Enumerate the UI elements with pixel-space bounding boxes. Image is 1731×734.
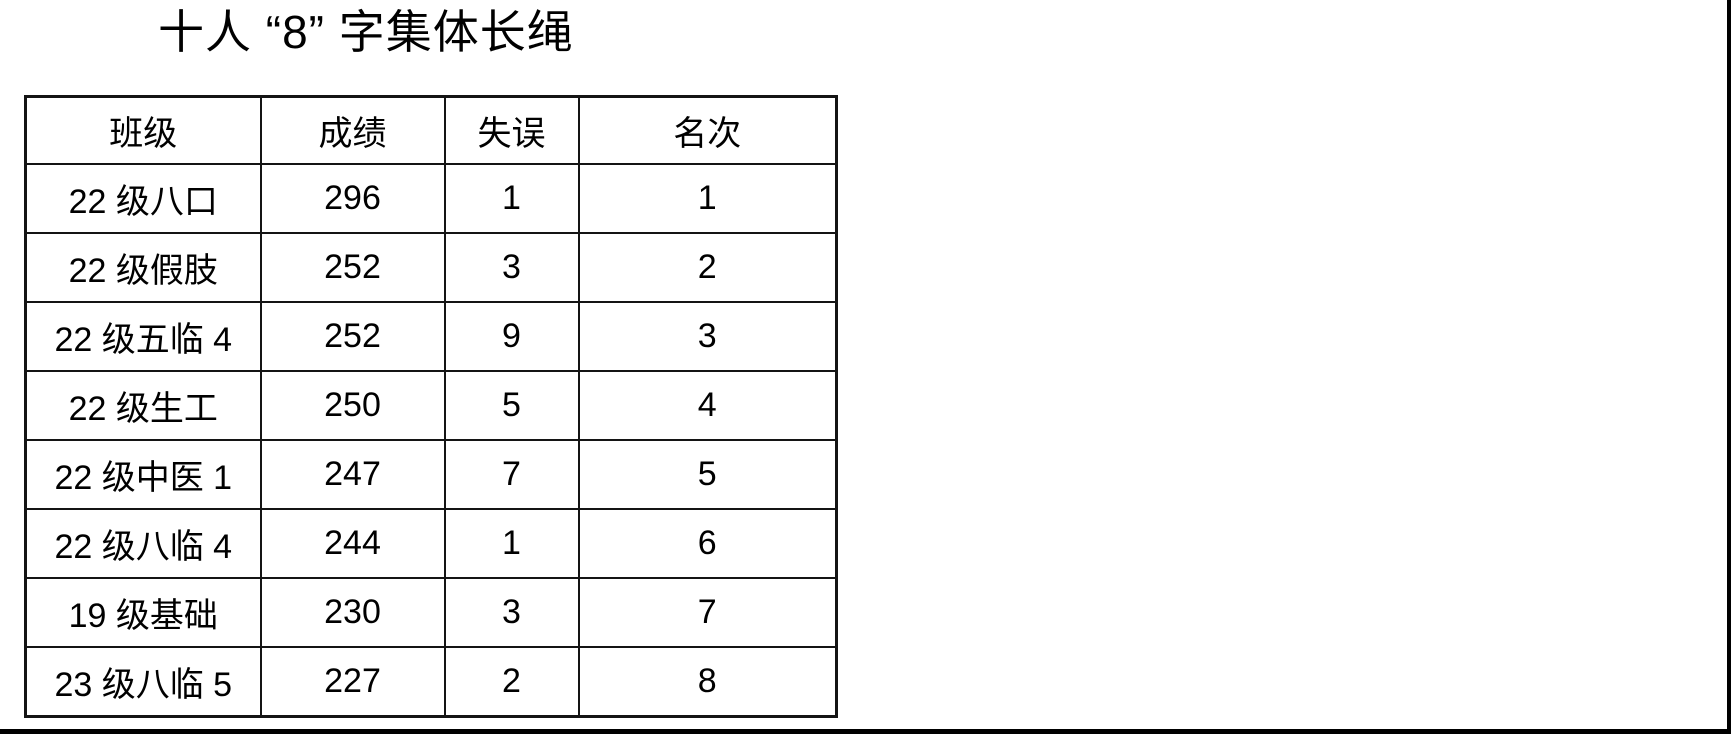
column-header-errors: 失误	[443, 95, 580, 165]
cell-errors: 5	[443, 370, 580, 441]
table-row: 23 级八临 5 227 2 8	[24, 646, 838, 718]
cell-score: 250	[259, 370, 446, 441]
cell-score: 244	[259, 508, 446, 579]
table-header-row: 班级 成绩 失误 名次	[24, 95, 838, 165]
cell-rank: 6	[577, 508, 838, 579]
cell-rank: 5	[577, 439, 838, 510]
cell-errors: 1	[443, 163, 580, 234]
cell-score: 227	[259, 646, 446, 718]
column-header-rank: 名次	[577, 95, 838, 165]
cell-class: 19 级基础	[24, 577, 262, 648]
cell-errors: 7	[443, 439, 580, 510]
cell-rank: 8	[577, 646, 838, 718]
cell-class: 22 级八口	[24, 163, 262, 234]
cell-class: 22 级假肢	[24, 232, 262, 303]
table-row: 22 级五临 4 252 9 3	[24, 301, 838, 372]
page-title: 十人 “8” 字集体长绳	[158, 6, 574, 58]
cell-class: 22 级中医 1	[24, 439, 262, 510]
cell-class: 22 级生工	[24, 370, 262, 441]
table-row: 22 级假肢 252 3 2	[24, 232, 838, 303]
cell-errors: 2	[443, 646, 580, 718]
column-header-score: 成绩	[259, 95, 446, 165]
results-table: 班级 成绩 失误 名次 22 级八口 296 1 1 22 级假肢 252 3 …	[24, 95, 838, 718]
cell-rank: 4	[577, 370, 838, 441]
cell-score: 252	[259, 301, 446, 372]
cell-rank: 2	[577, 232, 838, 303]
cell-class: 22 级八临 4	[24, 508, 262, 579]
cell-errors: 9	[443, 301, 580, 372]
cell-score: 247	[259, 439, 446, 510]
cell-rank: 3	[577, 301, 838, 372]
cell-score: 252	[259, 232, 446, 303]
cell-score: 296	[259, 163, 446, 234]
cell-class: 22 级五临 4	[24, 301, 262, 372]
table-row: 22 级生工 250 5 4	[24, 370, 838, 441]
cell-rank: 7	[577, 577, 838, 648]
cell-rank: 1	[577, 163, 838, 234]
cell-score: 230	[259, 577, 446, 648]
column-header-class: 班级	[24, 95, 262, 165]
cell-errors: 3	[443, 232, 580, 303]
cell-errors: 3	[443, 577, 580, 648]
table-row: 19 级基础 230 3 7	[24, 577, 838, 648]
cell-errors: 1	[443, 508, 580, 579]
table-row: 22 级中医 1 247 7 5	[24, 439, 838, 510]
cell-class: 23 级八临 5	[24, 646, 262, 718]
table-row: 22 级八口 296 1 1	[24, 163, 838, 234]
table-row: 22 级八临 4 244 1 6	[24, 508, 838, 579]
